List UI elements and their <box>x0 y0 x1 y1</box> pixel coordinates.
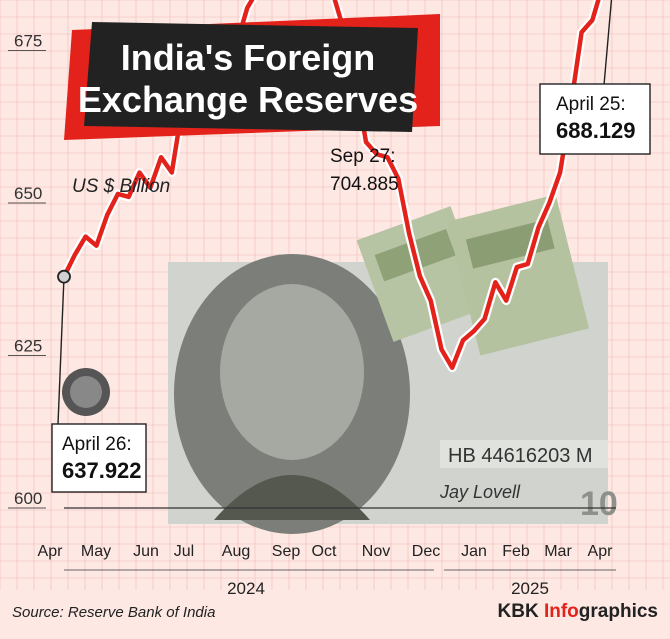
unit-label: US $ Billion <box>72 176 170 197</box>
x-tick-label: Jan <box>461 543 487 560</box>
series-line <box>61 0 601 370</box>
title-box <box>84 22 418 132</box>
bundle-right-band <box>465 219 555 269</box>
x-tick-label: Apr <box>588 543 614 560</box>
title-line-2: Exchange Reserves <box>78 79 418 120</box>
coin-illustration <box>62 368 110 416</box>
callout-value: 688.129 <box>556 118 636 143</box>
brand-label: KBK Infographics <box>498 601 658 622</box>
callout-date: April 26: <box>62 434 132 455</box>
y-tick-label: 600 <box>14 489 42 508</box>
axes: 600625650675700AprMayJunJulAugSepOctNovD… <box>8 32 616 598</box>
y-tick-label: 650 <box>14 184 42 203</box>
x-tick-label: Feb <box>502 543 530 560</box>
coin-inner <box>70 376 102 408</box>
callouts: April 26: 637.922 Sep 27: 704.885 April 25: 6… <box>51 0 651 493</box>
callout-box <box>539 83 651 155</box>
x-tick-label: Dec <box>412 543 440 560</box>
x-tick-label: Jul <box>174 543 194 560</box>
x-tick-label: Nov <box>362 543 390 560</box>
x-tick-label: Apr <box>38 543 64 560</box>
x-tick-label: Sep <box>272 543 301 560</box>
portrait-face <box>220 284 364 460</box>
brand-suffix: graphics <box>579 601 658 622</box>
signature: Jay Lovell <box>439 482 521 502</box>
serial-number: HB 44616203 M <box>448 445 593 467</box>
portrait-coat <box>214 475 370 520</box>
callout-box <box>51 423 147 493</box>
source-label: Source: Reserve Bank of India <box>12 604 215 621</box>
callout-date: April 25: <box>556 94 626 115</box>
x-tick-label: Oct <box>312 543 337 560</box>
x-tick-label: May <box>81 543 111 560</box>
callout-leader <box>57 276 65 425</box>
note-denomination: 10 <box>580 485 618 523</box>
y-tick-label: 625 <box>14 337 42 356</box>
series-layer <box>59 0 603 373</box>
callout-date: Sep 27: <box>330 146 396 167</box>
year-label: 2025 <box>511 579 549 598</box>
x-tick-label: Mar <box>544 543 572 560</box>
title-block: India's Foreign Exchange Reserves <box>64 14 440 140</box>
x-tick-label: Jun <box>133 543 159 560</box>
title-line-1: India's Foreign <box>121 37 376 78</box>
year-label: 2024 <box>227 579 265 598</box>
x-tick-label: Aug <box>222 543 250 560</box>
y-tick-label: 675 <box>14 32 42 51</box>
brand-prefix: KBK <box>498 601 544 622</box>
serial-band <box>440 440 608 468</box>
callout-value: 704.885 <box>330 174 399 195</box>
callout-value: 637.922 <box>62 458 142 483</box>
brand-accent: Info <box>544 601 579 622</box>
callout-marker <box>57 269 71 284</box>
